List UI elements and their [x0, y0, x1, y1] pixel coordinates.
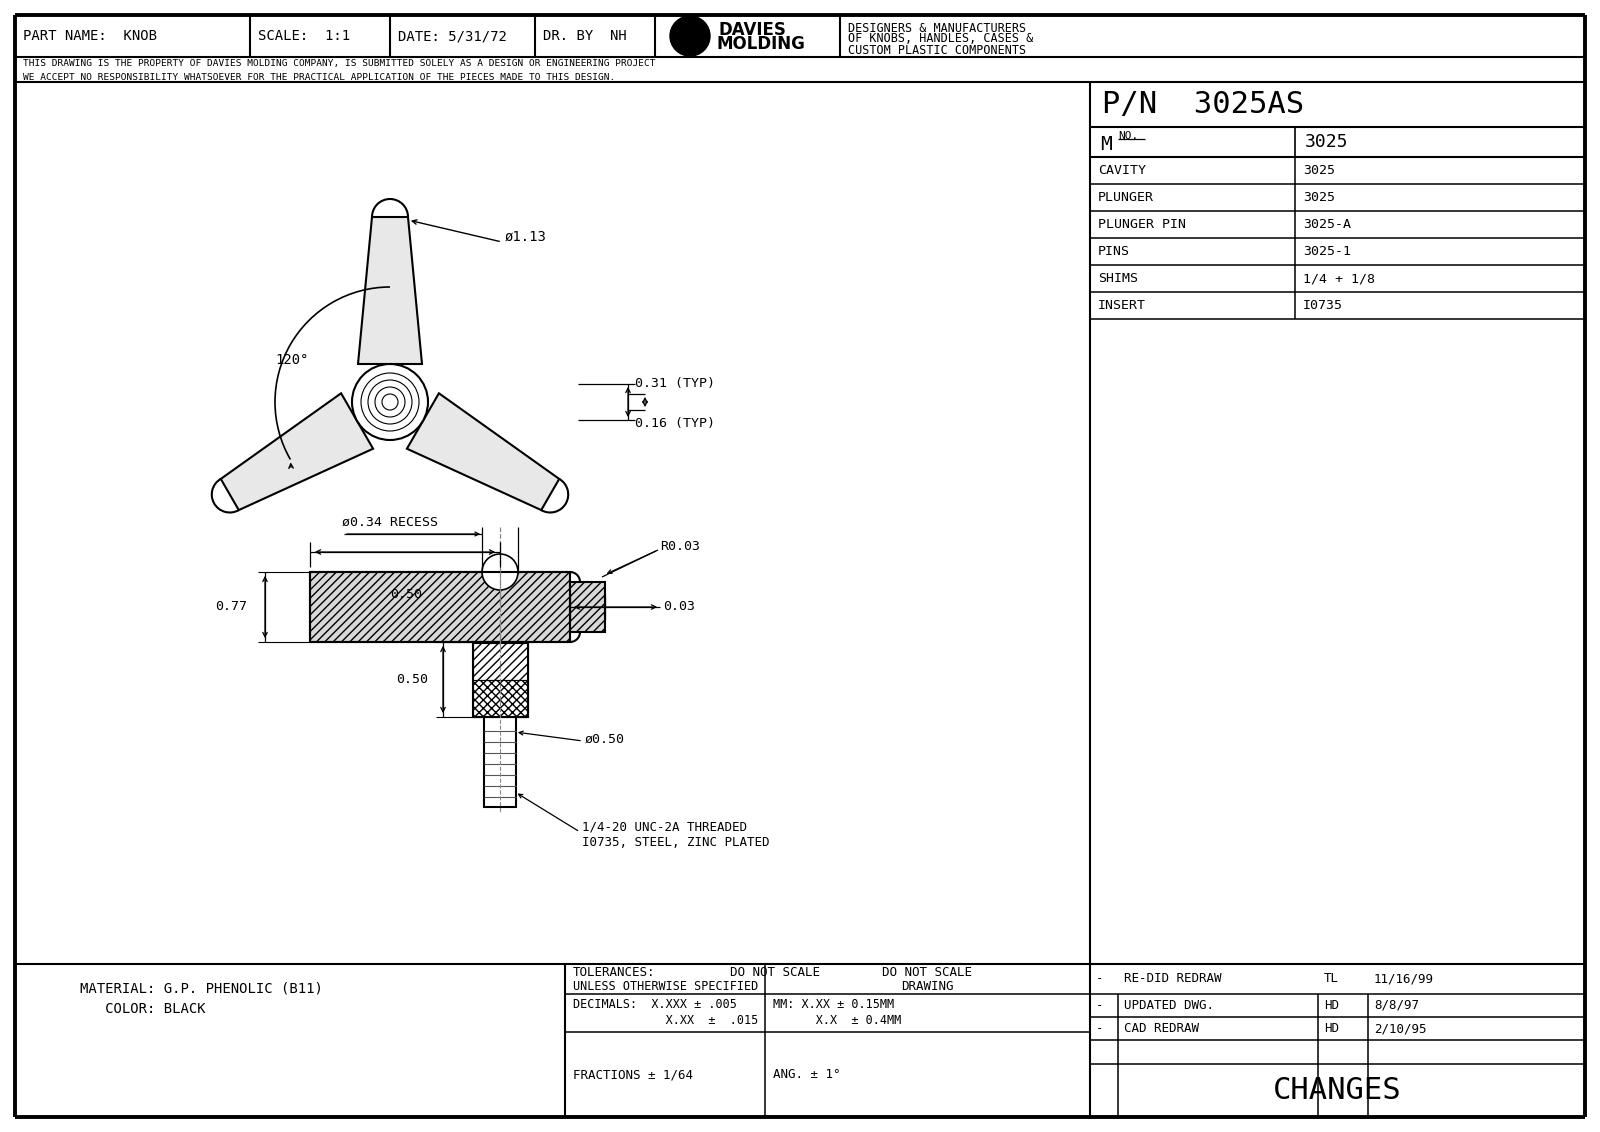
Text: DAVIES: DAVIES: [718, 22, 786, 38]
Bar: [310, 572, 570, 642]
Text: SHIMS: SHIMS: [1098, 272, 1138, 285]
Text: TL: TL: [1325, 972, 1339, 986]
Text: OF KNOBS, HANDLES, CASES &: OF KNOBS, HANDLES, CASES &: [848, 33, 1034, 45]
Text: 8/8/97: 8/8/97: [1374, 1000, 1419, 1012]
Text: D: D: [685, 25, 702, 45]
Text: CUSTOM PLASTIC COMPONENTS: CUSTOM PLASTIC COMPONENTS: [848, 43, 1026, 57]
Text: 0.77: 0.77: [214, 600, 246, 614]
Text: PLUNGER PIN: PLUNGER PIN: [1098, 218, 1186, 231]
Text: NO.: NO.: [1118, 131, 1138, 142]
Text: 0.03: 0.03: [662, 600, 694, 614]
Text: ø0.34 RECESS: ø0.34 RECESS: [342, 515, 438, 529]
Text: 1/4-20 UNC-2A THREADED: 1/4-20 UNC-2A THREADED: [582, 821, 747, 833]
Text: SCALE:  1:1: SCALE: 1:1: [258, 29, 350, 43]
Text: M: M: [1101, 135, 1112, 154]
Text: RE-DID REDRAW: RE-DID REDRAW: [1123, 972, 1221, 986]
Text: DRAWING: DRAWING: [901, 979, 954, 993]
Text: HD: HD: [1325, 1022, 1339, 1035]
Text: ø1.13: ø1.13: [506, 230, 547, 245]
Text: 3025-1: 3025-1: [1302, 245, 1350, 258]
Text: X.XX  ±  .015: X.XX ± .015: [573, 1014, 758, 1028]
Text: TOLERANCES:: TOLERANCES:: [573, 966, 656, 978]
Text: CAD REDRAW: CAD REDRAW: [1123, 1022, 1198, 1035]
Text: MM: X.XX ± 0.15MM: MM: X.XX ± 0.15MM: [773, 998, 894, 1012]
Text: CAVITY: CAVITY: [1098, 164, 1146, 177]
Text: P/N  3025AS: P/N 3025AS: [1102, 91, 1304, 119]
Text: DATE: 5/31/72: DATE: 5/31/72: [398, 29, 507, 43]
Bar: [474, 680, 528, 717]
Bar: [483, 717, 515, 807]
Text: -: -: [1096, 1000, 1104, 1012]
Bar: [474, 643, 528, 680]
Text: ø0.50: ø0.50: [586, 732, 626, 746]
Text: I0735: I0735: [1302, 299, 1342, 312]
Text: 0.16 (TYP): 0.16 (TYP): [635, 418, 715, 430]
Text: 3025: 3025: [1306, 132, 1349, 151]
Text: UNLESS OTHERWISE SPECIFIED: UNLESS OTHERWISE SPECIFIED: [573, 979, 758, 993]
Text: 0.50: 0.50: [397, 674, 429, 686]
Text: -: -: [1096, 972, 1104, 986]
Text: R0.03: R0.03: [661, 540, 701, 554]
Text: DR. BY  NH: DR. BY NH: [542, 29, 627, 43]
Text: 3025: 3025: [1302, 164, 1334, 177]
Polygon shape: [406, 393, 560, 511]
Text: FRACTIONS ± 1/64: FRACTIONS ± 1/64: [573, 1067, 693, 1081]
Polygon shape: [221, 393, 373, 511]
Text: PART NAME:  KNOB: PART NAME: KNOB: [22, 29, 157, 43]
Text: ANG. ± 1°: ANG. ± 1°: [773, 1067, 840, 1081]
Text: 11/16/99: 11/16/99: [1374, 972, 1434, 986]
Text: MATERIAL: G.P. PHENOLIC (B11): MATERIAL: G.P. PHENOLIC (B11): [80, 981, 323, 996]
Text: DO NOT SCALE: DO NOT SCALE: [883, 966, 973, 978]
Text: I0735, STEEL, ZINC PLATED: I0735, STEEL, ZINC PLATED: [582, 835, 770, 849]
Text: 2/10/95: 2/10/95: [1374, 1022, 1427, 1035]
Bar: [570, 582, 605, 632]
Circle shape: [352, 365, 429, 440]
Bar: [474, 642, 528, 717]
Text: PINS: PINS: [1098, 245, 1130, 258]
Text: 1/4 + 1/8: 1/4 + 1/8: [1302, 272, 1374, 285]
Text: -: -: [1096, 1022, 1104, 1035]
Text: UPDATED DWG.: UPDATED DWG.: [1123, 1000, 1214, 1012]
Polygon shape: [358, 217, 422, 365]
Circle shape: [482, 554, 518, 590]
Text: WE ACCEPT NO RESPONSIBILITY WHATSOEVER FOR THE PRACTICAL APPLICATION OF THE PIEC: WE ACCEPT NO RESPONSIBILITY WHATSOEVER F…: [22, 72, 616, 82]
Text: DO NOT SCALE: DO NOT SCALE: [730, 966, 819, 978]
Text: THIS DRAWING IS THE PROPERTY OF DAVIES MOLDING COMPANY, IS SUBMITTED SOLELY AS A: THIS DRAWING IS THE PROPERTY OF DAVIES M…: [22, 59, 656, 68]
Circle shape: [670, 16, 710, 55]
Text: INSERT: INSERT: [1098, 299, 1146, 312]
Text: COLOR: BLACK: COLOR: BLACK: [80, 1002, 206, 1017]
Text: 3025: 3025: [1302, 191, 1334, 204]
Text: 3025-A: 3025-A: [1302, 218, 1350, 231]
Text: PLUNGER: PLUNGER: [1098, 191, 1154, 204]
Text: DECIMALS:  X.XXX ± .005: DECIMALS: X.XXX ± .005: [573, 998, 738, 1012]
Text: 0.50: 0.50: [390, 588, 422, 600]
Text: MOLDING: MOLDING: [717, 35, 805, 53]
Text: 0.31 (TYP): 0.31 (TYP): [635, 377, 715, 391]
Text: CHANGES: CHANGES: [1274, 1077, 1402, 1105]
Text: DESIGNERS & MANUFACTURERS: DESIGNERS & MANUFACTURERS: [848, 22, 1026, 34]
Text: HD: HD: [1325, 1000, 1339, 1012]
Text: 120°: 120°: [275, 353, 309, 367]
Text: X.X  ± 0.4MM: X.X ± 0.4MM: [773, 1014, 901, 1028]
